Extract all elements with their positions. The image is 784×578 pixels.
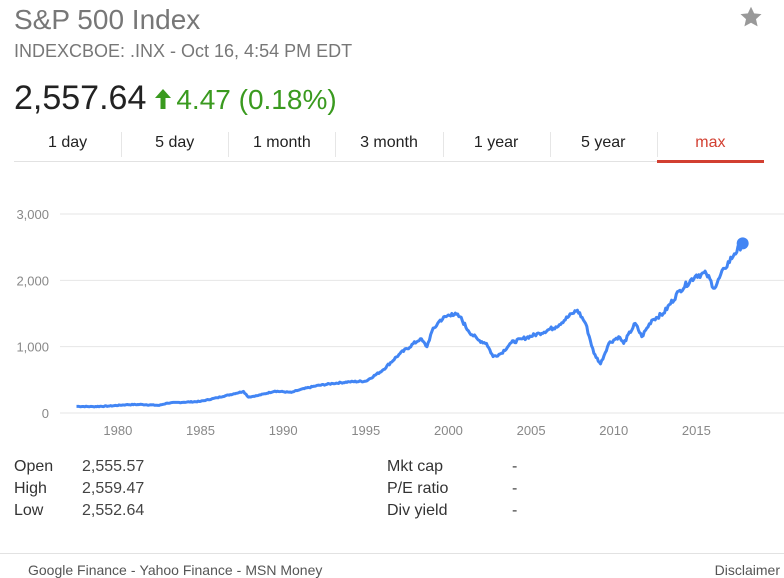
source-yahoo-finance[interactable]: Yahoo Finance — [139, 562, 233, 578]
last-point-marker — [736, 237, 749, 250]
price-row: 2,557.64 4.47 (0.18%) — [14, 79, 337, 118]
x-tick-label: 1990 — [269, 423, 298, 438]
stat-value: - — [512, 480, 518, 497]
y-tick-label: 3,000 — [16, 207, 49, 222]
stat-value: 2,552.64 — [82, 502, 145, 519]
x-tick-label: 2000 — [434, 423, 463, 438]
tab-5-year[interactable]: 5 year — [549, 126, 657, 161]
current-price: 2,557.64 — [14, 79, 147, 117]
stat-value: - — [512, 502, 518, 519]
x-tick-label: 2015 — [682, 423, 711, 438]
price-change: 4.47 (0.18%) — [154, 84, 337, 116]
stat-label: Mkt cap — [387, 458, 444, 475]
stat-div-yield: Div yield - — [387, 502, 517, 524]
stat-label: High — [14, 480, 47, 497]
source-msn-money[interactable]: MSN Money — [245, 562, 323, 578]
price-chart[interactable]: 3,000 2,000 1,000 0 1980 1985 1990 1995 2000 2005… — [0, 192, 784, 448]
footer-divider — [0, 553, 784, 554]
tab-5-day[interactable]: 5 day — [121, 126, 228, 161]
stat-value: 2,559.47 — [82, 480, 145, 497]
stat-pe-ratio: P/E ratio - — [387, 480, 517, 502]
range-tabs: 1 day 5 day 1 month 3 month 1 year 5 yea… — [14, 126, 765, 163]
footer-sources: Google Finance - Yahoo Finance - MSN Money — [28, 562, 322, 578]
separator: - — [130, 562, 136, 578]
tab-3-month[interactable]: 3 month — [335, 126, 442, 161]
x-tick-label: 2010 — [599, 423, 628, 438]
ticker-subtitle: INDEXCBOE: .INX - Oct 16, 4:54 PM EDT — [14, 41, 353, 61]
stat-label: Open — [14, 458, 54, 475]
stat-label: Div yield — [387, 502, 448, 519]
arrow-up-icon — [155, 89, 172, 109]
stat-label: P/E ratio — [387, 480, 449, 497]
source-google-finance[interactable]: Google Finance — [28, 562, 127, 578]
tab-1-month[interactable]: 1 month — [228, 126, 335, 161]
stat-value: - — [512, 458, 518, 475]
stat-high: High 2,559.47 — [14, 480, 144, 502]
stat-low: Low 2,552.64 — [14, 502, 144, 524]
tab-1-year[interactable]: 1 year — [442, 126, 550, 161]
y-tick-label: 1,000 — [16, 340, 49, 355]
tab-max[interactable]: max — [656, 126, 765, 163]
x-tick-label: 1985 — [186, 423, 215, 438]
x-tick-label: 1980 — [103, 423, 132, 438]
x-tick-label: 2005 — [517, 423, 546, 438]
stat-mkt-cap: Mkt cap - — [387, 458, 517, 480]
stat-value: 2,555.57 — [82, 458, 145, 475]
price-change-value: 4.47 (0.18%) — [176, 84, 337, 115]
separator: - — [236, 562, 242, 578]
page-title: S&P 500 Index — [14, 4, 201, 35]
y-tick-label: 0 — [42, 406, 49, 421]
series-line — [76, 242, 745, 409]
stat-open: Open 2,555.57 — [14, 458, 144, 480]
stat-label: Low — [14, 502, 44, 519]
star-icon[interactable] — [738, 4, 764, 30]
x-tick-label: 1995 — [351, 423, 380, 438]
tab-1-day[interactable]: 1 day — [48, 134, 88, 151]
disclaimer-link[interactable]: Disclaimer — [714, 562, 780, 578]
y-tick-label: 2,000 — [16, 273, 49, 288]
